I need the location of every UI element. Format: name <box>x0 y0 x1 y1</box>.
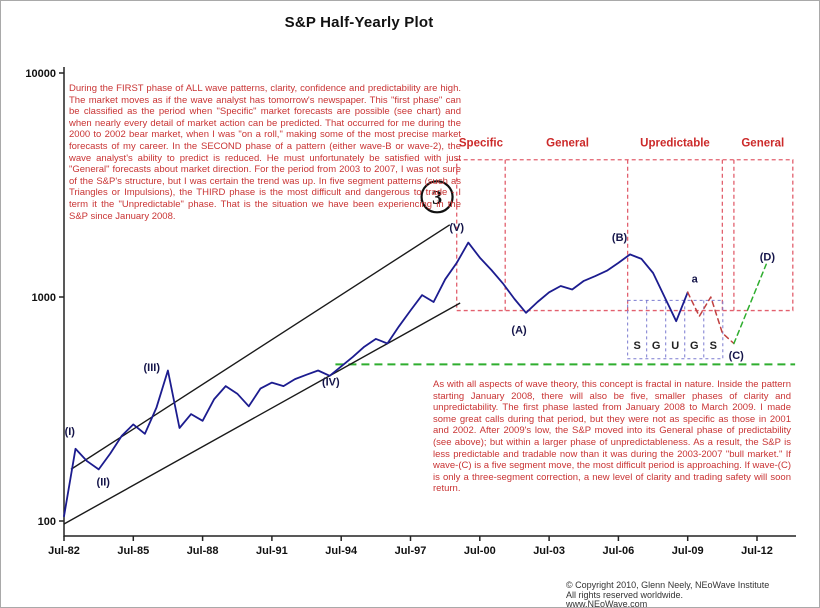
circled-3-label: 3 <box>432 187 442 209</box>
x-tick-label: Jul-06 <box>603 545 635 557</box>
phase-label: General <box>741 137 784 149</box>
lower-channel-line <box>63 302 461 525</box>
chart-title: S&P Half-Yearly Plot <box>284 14 434 31</box>
x-tick-label: Jul-00 <box>464 545 496 557</box>
x-tick-label: Jul-85 <box>117 545 149 557</box>
y-tick-label: 100 <box>38 516 56 528</box>
projected-wave-c-path <box>686 291 735 345</box>
phase-label: Specific <box>459 137 504 149</box>
x-tick-label: Jul-09 <box>672 545 704 557</box>
wave-label-b: (B) <box>612 232 628 244</box>
sp-half-yearly-price <box>63 241 689 518</box>
upper-channel-line <box>70 224 451 470</box>
sub-phase-letter: S <box>633 340 640 352</box>
x-tick-label: Jul-97 <box>395 545 427 557</box>
x-tick-label: Jul-82 <box>48 545 80 557</box>
x-tick-label: Jul-88 <box>187 545 219 557</box>
x-tick-label: Jul-03 <box>533 545 565 557</box>
phase-region-box <box>456 159 794 312</box>
wave-label-d: (D) <box>760 251 776 263</box>
wave-label-iii: (III) <box>144 362 161 374</box>
first-phase-paragraph: During the FIRST phase of ALL wave patte… <box>69 83 461 222</box>
copyright-block: © Copyright 2010, Glenn Neely, NEoWave I… <box>566 580 770 608</box>
wave-label-iv: (IV) <box>322 376 340 388</box>
wave-label-v: (V) <box>449 222 464 234</box>
sub-phase-box <box>627 299 724 360</box>
projected-wave-d-path <box>733 263 767 345</box>
x-tick-label: Jul-12 <box>741 545 773 557</box>
fractal-paragraph: As with all aspects of wave theory, this… <box>433 379 791 495</box>
sub-phase-letter: G <box>690 340 699 352</box>
wave-label-a: a <box>692 273 699 285</box>
y-tick-label: 1000 <box>32 292 56 304</box>
copyright-line-3: www.NEoWave.com <box>566 599 648 608</box>
sub-phase-letter: S <box>710 340 717 352</box>
phase-label: Upredictable <box>640 137 710 149</box>
x-tick-label: Jul-91 <box>256 545 288 557</box>
sub-phase-letter: U <box>671 340 679 352</box>
x-tick-label: Jul-94 <box>325 545 358 557</box>
phase-label: General <box>546 137 589 149</box>
wave-label-ii: (II) <box>97 477 111 489</box>
y-tick-label: 10000 <box>25 68 56 80</box>
wave-label-c: (C) <box>729 350 745 362</box>
copyright-line-1: © Copyright 2010, Glenn Neely, NEoWave I… <box>566 580 770 590</box>
wave-label-a: (A) <box>511 325 527 337</box>
copyright-line-2: All rights reserved worldwide. <box>566 589 684 600</box>
sub-phase-letter: G <box>652 340 661 352</box>
circled-3-icon <box>420 180 454 214</box>
wave-label-i: (I) <box>65 426 76 438</box>
